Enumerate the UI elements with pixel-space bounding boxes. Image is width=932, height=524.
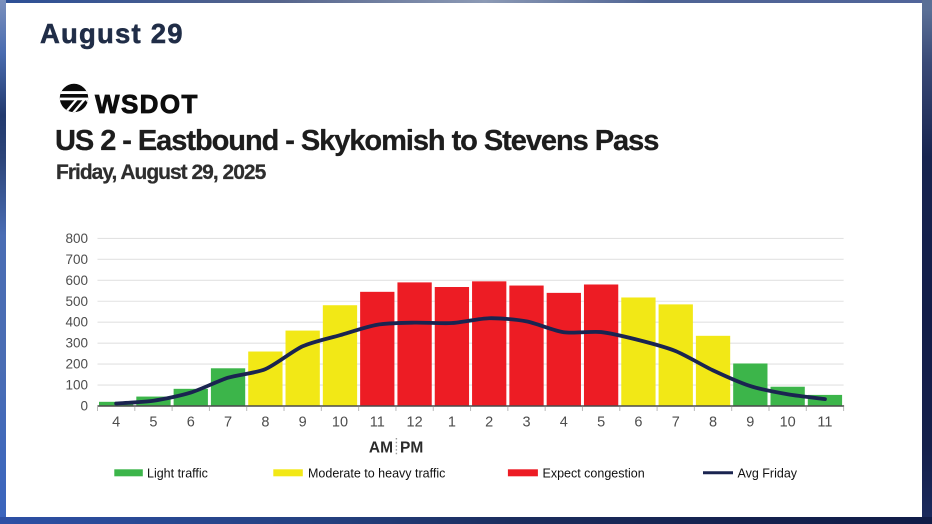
svg-text:11: 11 [817, 414, 832, 430]
svg-text:10: 10 [332, 414, 348, 430]
svg-text:9: 9 [299, 414, 307, 430]
svg-text:9: 9 [746, 414, 754, 430]
svg-text:400: 400 [65, 315, 88, 330]
svg-text:PM: PM [400, 439, 423, 456]
svg-text:4: 4 [112, 414, 120, 430]
svg-text:10: 10 [780, 414, 796, 430]
svg-text:Light traffic: Light traffic [147, 466, 208, 480]
svg-text:AM: AM [369, 439, 393, 456]
svg-text:5: 5 [597, 414, 605, 430]
svg-text:2: 2 [485, 414, 493, 430]
svg-text:8: 8 [261, 414, 269, 430]
svg-text:500: 500 [65, 294, 88, 309]
svg-text:6: 6 [634, 414, 642, 430]
svg-text:200: 200 [65, 357, 88, 372]
svg-text:Avg Friday: Avg Friday [738, 466, 798, 480]
svg-text:800: 800 [65, 231, 88, 246]
svg-text:700: 700 [65, 252, 88, 267]
svg-text:4: 4 [560, 414, 568, 430]
svg-text:600: 600 [65, 273, 88, 288]
svg-text:300: 300 [65, 336, 88, 351]
svg-text:5: 5 [149, 414, 157, 430]
svg-text:12: 12 [407, 414, 423, 430]
svg-text:7: 7 [672, 414, 680, 430]
svg-text:Expect congestion: Expect congestion [543, 466, 645, 480]
svg-text:3: 3 [522, 414, 530, 430]
svg-text:6: 6 [187, 414, 195, 430]
svg-text:7: 7 [224, 414, 232, 430]
svg-text:0: 0 [80, 399, 88, 414]
svg-text:11: 11 [370, 414, 385, 430]
svg-text:1: 1 [448, 414, 456, 430]
svg-text:8: 8 [709, 414, 717, 430]
svg-text:Moderate to heavy traffic: Moderate to heavy traffic [308, 466, 445, 480]
svg-text:100: 100 [65, 378, 88, 393]
